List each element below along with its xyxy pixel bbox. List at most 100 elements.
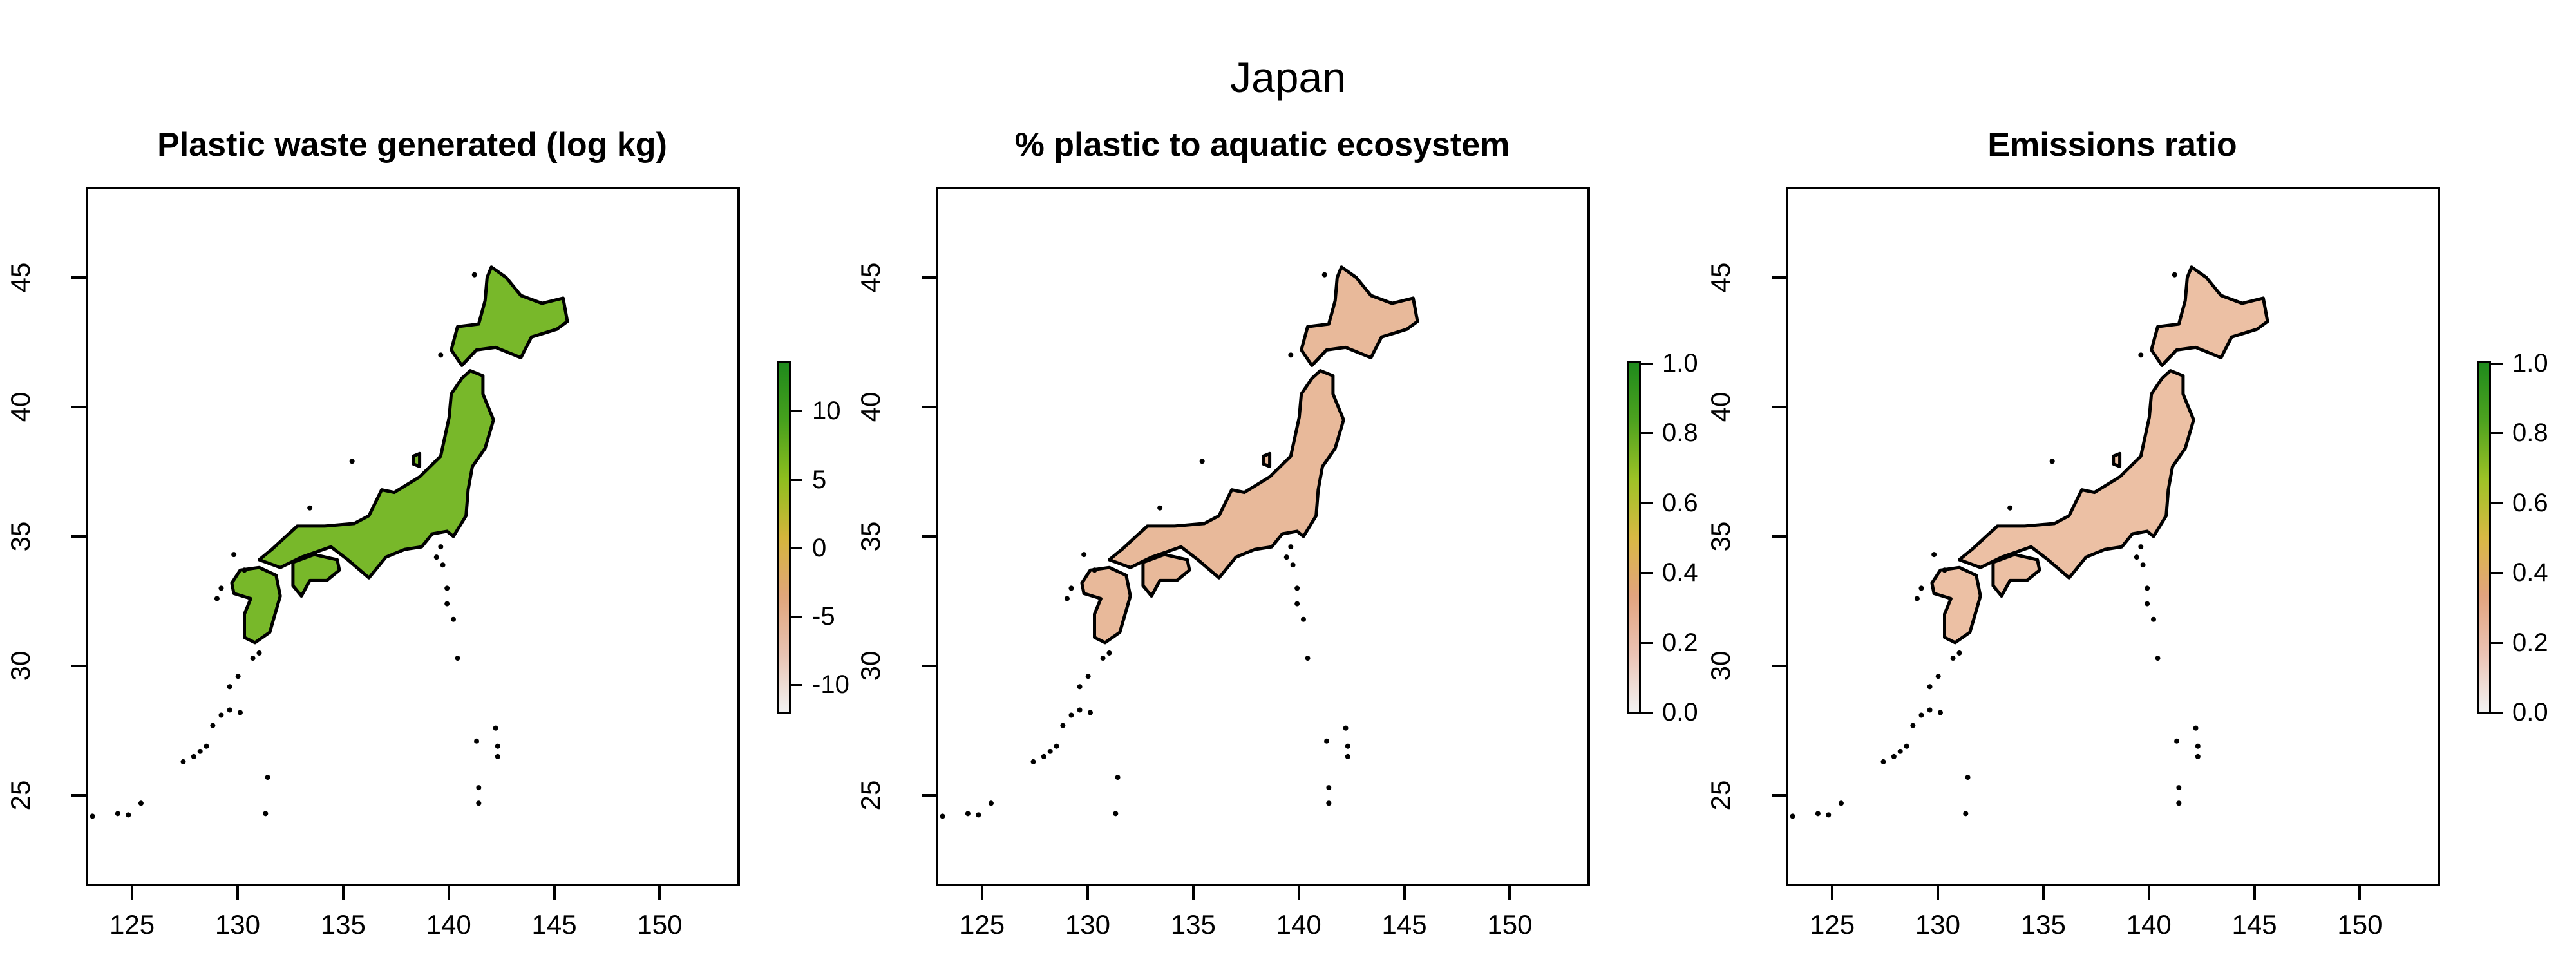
small-island [1918, 585, 1924, 591]
small-island [1085, 674, 1091, 679]
small-island [2176, 800, 2182, 806]
small-island [940, 813, 945, 819]
x-tick [553, 886, 556, 900]
y-axis: 25 30 35 40 45 [850, 187, 936, 886]
x-tick-label: 125 [1810, 909, 1855, 940]
legend-tick-label: 1.0 [1662, 349, 1698, 377]
y-tick-label: 35 [5, 521, 35, 552]
small-island [2145, 585, 2150, 591]
x-tick [131, 886, 134, 900]
small-island [1087, 710, 1093, 715]
small-island [1914, 596, 1920, 601]
small-island [438, 352, 444, 358]
x-axis: 125 130 135 140 145 150 [936, 886, 1590, 966]
legend-tick [791, 478, 802, 481]
small-island [2145, 601, 2150, 607]
small-island [2140, 562, 2146, 568]
small-island [1113, 811, 1119, 817]
small-island [1060, 723, 1066, 728]
small-island [444, 601, 450, 607]
small-island [1115, 775, 1121, 781]
small-island [1288, 352, 1294, 358]
small-island [1305, 656, 1311, 661]
x-tick [1403, 886, 1406, 900]
small-island [1910, 723, 1916, 728]
small-island [263, 811, 269, 817]
legend-tick [1641, 641, 1653, 644]
small-island [965, 811, 971, 817]
x-tick-label: 130 [1915, 909, 1960, 940]
legend-tick [791, 684, 802, 687]
small-island [1283, 554, 1289, 560]
x-tick-label: 140 [426, 909, 471, 940]
legend-tick-label: 0.0 [2512, 698, 2548, 726]
small-island [231, 552, 237, 558]
y-tick [71, 794, 86, 797]
japan-map [90, 265, 569, 819]
small-island [1880, 759, 1886, 764]
small-island [1935, 674, 1941, 679]
island-shikoku [1141, 553, 1191, 598]
y-tick [1772, 794, 1786, 797]
small-island [1326, 800, 1332, 806]
small-island [214, 596, 220, 601]
small-island [2049, 459, 2055, 464]
map-plot-area [936, 187, 1590, 886]
x-tick-label: 145 [2231, 909, 2277, 940]
small-island [180, 759, 186, 764]
small-island [2138, 352, 2144, 358]
small-island [1343, 725, 1349, 731]
legend-tick [1641, 363, 1653, 365]
small-island [1942, 567, 1947, 573]
small-island [256, 650, 262, 656]
x-tick-label: 150 [1487, 909, 1533, 940]
small-island [1068, 585, 1074, 591]
island-sado [412, 451, 422, 468]
legend-tick-label: 0.8 [2512, 419, 2548, 448]
panel-title: Plastic waste generated (log kg) [157, 126, 667, 164]
small-island [1815, 811, 1821, 817]
small-island [126, 812, 131, 818]
small-island [1324, 738, 1330, 744]
small-island [1054, 743, 1059, 749]
y-tick [922, 405, 936, 408]
x-tick-label: 135 [320, 909, 366, 940]
y-tick [1772, 535, 1786, 538]
x-tick-label: 135 [1170, 909, 1216, 940]
small-island [438, 544, 444, 550]
map-panel-plastic-waste: Plastic waste generated (log kg) 125 130 1… [0, 0, 850, 966]
island-kyushu [1930, 565, 1982, 645]
japan-map [1790, 265, 2269, 819]
small-island [1891, 753, 1897, 759]
small-island [1321, 272, 1327, 278]
x-tick [1936, 886, 1939, 900]
small-island [444, 585, 450, 591]
small-island [138, 800, 144, 806]
y-tick-label: 40 [855, 392, 886, 422]
small-island [1047, 748, 1053, 754]
legend-tick-label: 0 [812, 533, 827, 562]
small-island [1326, 785, 1332, 791]
small-island [2172, 272, 2177, 278]
small-island [1100, 656, 1106, 661]
map-plot-area [1786, 187, 2440, 886]
small-island [476, 785, 482, 791]
x-tick-label: 150 [2337, 909, 2383, 940]
y-tick-label: 30 [855, 650, 886, 681]
y-tick-label: 35 [855, 521, 886, 552]
small-island [2007, 505, 2013, 511]
legend-tick [791, 616, 802, 618]
small-island [1294, 585, 1300, 591]
y-tick-label: 45 [5, 262, 35, 293]
island-honshu [258, 369, 495, 580]
legend-tick-label: 1.0 [2512, 349, 2548, 377]
legend-tick-label: 0.6 [1662, 488, 1698, 517]
legend-tick [2491, 641, 2503, 644]
small-island [1081, 552, 1087, 558]
small-island [235, 674, 241, 679]
small-island [474, 738, 480, 744]
x-tick [2041, 886, 2045, 900]
legend-tick-label: -10 [812, 670, 849, 699]
x-tick [341, 886, 345, 900]
small-island [1300, 616, 1306, 622]
